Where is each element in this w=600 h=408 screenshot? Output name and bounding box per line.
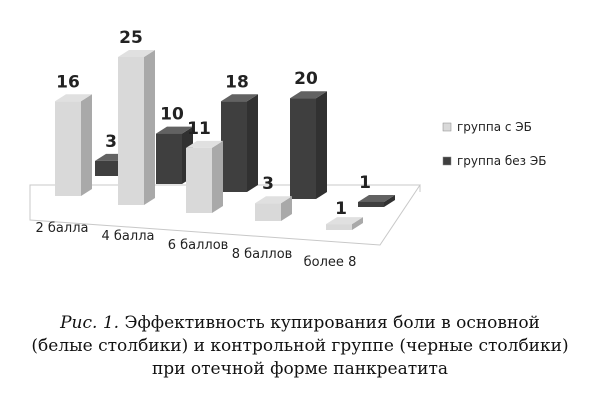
bar-front-3-top bbox=[255, 196, 292, 204]
data-label-front-2: 11 bbox=[187, 119, 211, 139]
bar-front-1-front bbox=[118, 57, 144, 205]
data-label-front-4: 1 bbox=[335, 199, 347, 219]
bar-front-2-front bbox=[186, 147, 212, 213]
bar-front-1-top bbox=[118, 50, 155, 57]
bar-front-3-front bbox=[255, 203, 281, 221]
legend-swatch-0 bbox=[442, 122, 452, 132]
bar-front-4-front bbox=[326, 224, 352, 230]
legend-label-1: группа без ЭБ bbox=[457, 154, 546, 168]
caption-line-3: при отечной форме панкреатита bbox=[151, 359, 449, 379]
figure-caption: Рис. 1. Эффективность купирования боли в… bbox=[0, 312, 600, 381]
bar-back-4-front bbox=[358, 201, 384, 207]
bar-back-2-front bbox=[221, 101, 247, 192]
bar-back-3 bbox=[290, 91, 327, 199]
bar-back-4-top bbox=[358, 194, 395, 202]
caption-line-1: Эффективность купирования боли в основно… bbox=[124, 313, 540, 333]
data-label-front-0: 16 bbox=[56, 72, 80, 92]
bar-back-1-front bbox=[156, 133, 182, 184]
category-label-0: 2 балла bbox=[36, 221, 89, 236]
bar-back-4-side bbox=[384, 194, 395, 207]
category-label-3: 8 баллов bbox=[232, 247, 293, 262]
legend: группа с ЭБ группа без ЭБ bbox=[442, 120, 546, 168]
bar-chart: 3 10 18 20 1 16 25 11 3 1 2 балла 4 балла 6 баллов8… bbox=[29, 28, 546, 270]
data-label-back-4: 1 bbox=[359, 173, 371, 193]
legend-label-0: группа с ЭБ bbox=[457, 120, 532, 134]
plot-floor bbox=[29, 184, 421, 246]
data-label-back-1: 10 bbox=[160, 105, 184, 125]
data-label-back-3: 20 bbox=[294, 69, 318, 89]
bars bbox=[55, 50, 395, 230]
bar-back-2-side bbox=[247, 94, 258, 192]
bar-front-0-side bbox=[81, 94, 92, 196]
bar-front-1 bbox=[118, 50, 155, 205]
data-labels: 3 10 18 20 1 16 25 11 3 1 bbox=[56, 28, 371, 219]
bar-front-2-top bbox=[186, 140, 223, 148]
bar-front-4-side bbox=[352, 217, 363, 230]
bar-front-4-top bbox=[326, 217, 363, 225]
bar-back-2-top bbox=[221, 94, 258, 102]
bar-front-1-side bbox=[144, 50, 155, 205]
bar-back-3-side bbox=[316, 91, 327, 199]
caption-line-2: (белые столбики) и контрольной группе (ч… bbox=[31, 336, 569, 356]
category-label-2: 6 баллов bbox=[168, 238, 229, 253]
bar-back-3-top bbox=[290, 91, 327, 99]
legend-swatch-1 bbox=[442, 156, 452, 166]
data-label-front-1: 25 bbox=[119, 28, 143, 48]
bar-front-2 bbox=[186, 140, 223, 213]
category-label-1: 4 балла bbox=[102, 229, 155, 244]
caption-prefix: Рис. 1. bbox=[60, 313, 120, 333]
bar-back-4 bbox=[358, 194, 395, 207]
bar-front-3 bbox=[255, 196, 292, 221]
data-label-back-2: 18 bbox=[225, 72, 249, 92]
bar-front-4 bbox=[326, 217, 363, 230]
bar-back-0-front bbox=[95, 160, 121, 176]
bar-back-2 bbox=[221, 94, 258, 192]
bar-front-0 bbox=[55, 94, 92, 196]
bar-front-0-top bbox=[55, 94, 92, 102]
category-label-4: более 8 bbox=[304, 255, 357, 270]
bar-front-3-side bbox=[281, 196, 292, 221]
bar-back-1-top bbox=[156, 126, 193, 134]
bar-back-3-front bbox=[290, 98, 316, 199]
data-label-back-0: 3 bbox=[105, 132, 117, 152]
data-label-front-3: 3 bbox=[262, 174, 274, 194]
bar-front-0-front bbox=[55, 101, 81, 196]
bar-front-2-side bbox=[212, 140, 223, 213]
